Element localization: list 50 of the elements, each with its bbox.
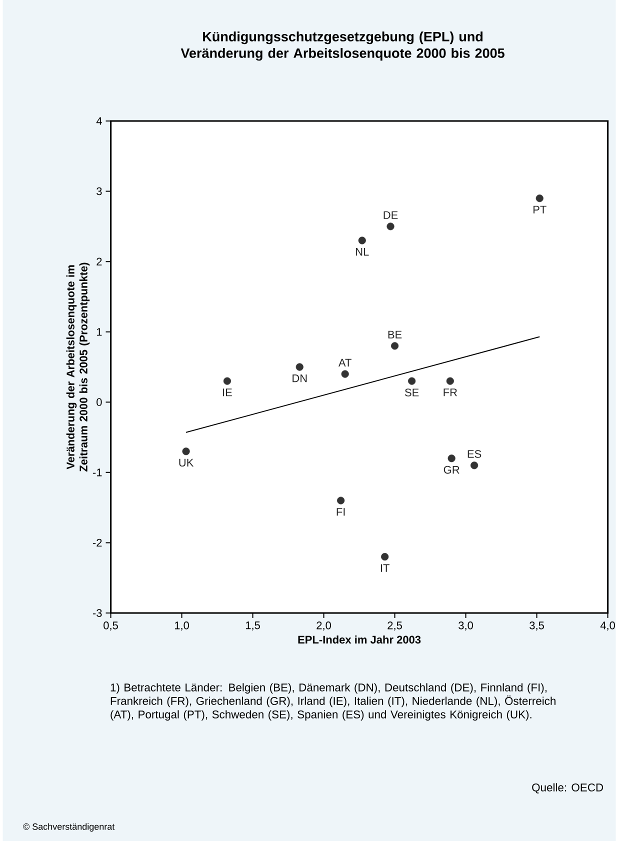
point <box>358 236 366 244</box>
annotation: AT <box>338 358 352 366</box>
point <box>337 496 345 504</box>
annotation: FR <box>444 388 458 396</box>
text: © Sachverständigenrat <box>23 823 115 832</box>
annotation: GR <box>444 466 460 474</box>
x-tick-label: 0,5 <box>104 622 118 631</box>
x-axis-title: EPL-Index im Jahr 2003 <box>298 635 421 644</box>
point <box>391 342 399 350</box>
annotation: IT <box>381 564 390 572</box>
point <box>224 377 232 385</box>
annotation: IE <box>223 388 232 396</box>
annotation: NL <box>356 248 369 256</box>
point <box>470 462 478 470</box>
x-tick-label: 3,5 <box>530 622 544 631</box>
point <box>296 363 304 371</box>
x-tick-label: 1,0 <box>175 622 190 631</box>
y-axis-title: Veränderung der Arbeitslosenquote im Zeitraum 2000 bis 2005 (Prozentpunkte) <box>66 262 90 472</box>
point <box>448 454 456 462</box>
point <box>381 552 389 561</box>
point <box>446 377 454 385</box>
y-tick-label: -3 <box>93 609 102 617</box>
y-tick-label: 2 <box>96 258 102 266</box>
point <box>536 194 544 202</box>
annotation: SE <box>405 388 419 396</box>
y-tick-label: -1 <box>93 468 102 476</box>
annotation: FI <box>336 508 345 516</box>
point <box>386 222 394 230</box>
annotation: UK <box>179 458 194 467</box>
annotation: BE <box>388 330 402 338</box>
point <box>408 377 416 385</box>
annotation: PT <box>534 206 547 214</box>
y-tick-label: 4 <box>96 117 102 125</box>
y-tick-label: -2 <box>93 538 102 547</box>
y-tick-label: 0 <box>96 398 102 406</box>
x-tick-label: 3,0 <box>458 622 474 631</box>
chart-title: Kündigungsschutzgesetzgebung (EPL) und Veränderung der Arbeitslosenquote 2000 bis 2005 <box>180 32 505 61</box>
x-tick-label: 2,5 <box>388 622 402 631</box>
annotation: DN <box>292 374 307 382</box>
source-note: Quelle: OECD <box>532 783 604 794</box>
y-tick-label: 1 <box>97 328 102 336</box>
point <box>182 448 190 456</box>
annotation: DE <box>384 211 398 219</box>
annotation: ES <box>468 450 482 458</box>
text: 1) Betrachtete Länder: Belgien (BE), Dänemark (DN), Deutschland (DE), Finnland (FI), Frankreich (FR), Griechenland (GR), Irland (IE), Italien (IT), Niederlande (NL), Österreich (AT), Portugal (PT), Schweden (SE), Spanien (ES) und Vereinigtes Königreich (UK). <box>110 683 556 721</box>
x-tick-label: 1,5 <box>246 622 260 631</box>
x-tick-label: 4,0 <box>600 622 616 631</box>
point <box>341 370 350 378</box>
y-tick-label: 3 <box>96 187 102 196</box>
x-tick-label: 2,0 <box>316 622 332 631</box>
